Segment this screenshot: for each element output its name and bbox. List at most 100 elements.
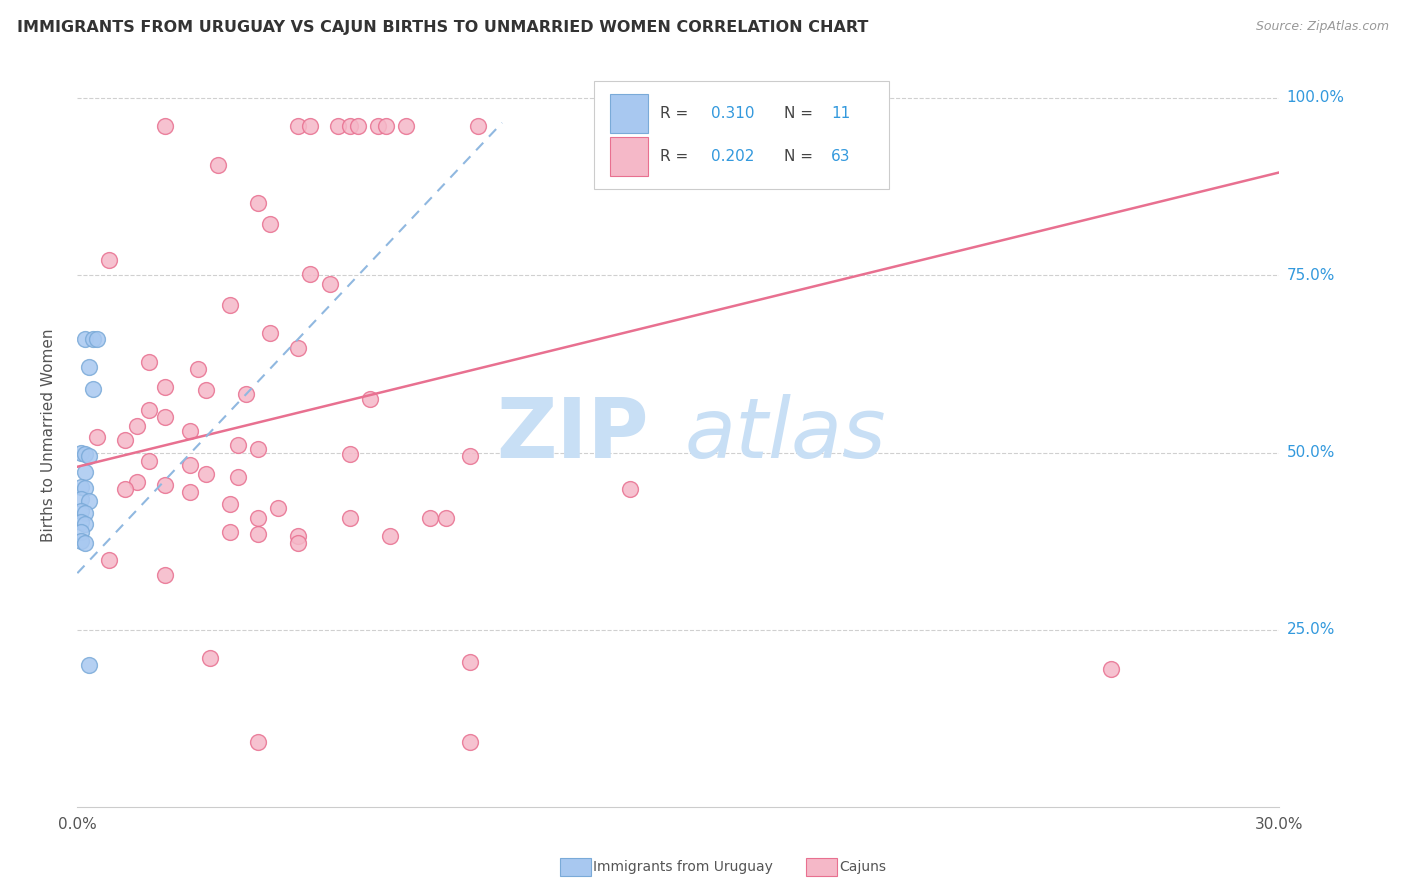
Point xyxy=(226,438,249,452)
Point xyxy=(1099,662,1122,676)
Point xyxy=(155,380,177,394)
Text: R =: R = xyxy=(661,106,689,121)
Text: 0.310: 0.310 xyxy=(711,106,755,121)
Point xyxy=(75,447,97,461)
Point xyxy=(98,252,121,267)
Point xyxy=(138,403,160,417)
Point xyxy=(207,158,229,172)
Point xyxy=(194,383,217,397)
Point xyxy=(127,418,149,433)
Point xyxy=(70,504,93,518)
Point xyxy=(155,120,177,134)
Point xyxy=(467,120,489,134)
Text: 11: 11 xyxy=(831,106,851,121)
Point xyxy=(70,534,93,549)
Point xyxy=(155,477,177,491)
Point xyxy=(246,527,269,541)
Point xyxy=(246,442,269,456)
Text: R =: R = xyxy=(661,149,689,164)
Point xyxy=(75,516,97,531)
Point xyxy=(419,511,441,525)
Point xyxy=(367,120,389,134)
Text: Cajuns: Cajuns xyxy=(839,860,886,874)
Point xyxy=(186,362,209,376)
Point xyxy=(82,332,104,346)
Point xyxy=(246,195,269,210)
Point xyxy=(287,536,309,550)
Point xyxy=(235,387,257,401)
Point xyxy=(395,120,418,134)
Text: N =: N = xyxy=(785,106,813,121)
Point xyxy=(434,511,457,525)
Point xyxy=(326,120,349,134)
Point xyxy=(347,120,370,134)
Point xyxy=(70,445,93,459)
Text: Source: ZipAtlas.com: Source: ZipAtlas.com xyxy=(1256,20,1389,33)
Text: 100.0%: 100.0% xyxy=(1286,90,1344,105)
Text: ZIP: ZIP xyxy=(496,394,648,475)
Point xyxy=(70,515,93,529)
Point xyxy=(218,298,240,312)
Point xyxy=(194,467,217,481)
Point xyxy=(458,735,481,749)
Point xyxy=(287,341,309,355)
Point xyxy=(246,735,269,749)
Point xyxy=(458,655,481,669)
Point xyxy=(79,658,101,673)
Point xyxy=(70,524,93,539)
Point xyxy=(198,651,221,665)
Point xyxy=(70,480,93,494)
FancyBboxPatch shape xyxy=(610,95,648,133)
Point xyxy=(339,447,361,461)
Point xyxy=(339,511,361,525)
FancyBboxPatch shape xyxy=(595,81,889,189)
Point xyxy=(75,481,97,495)
Point xyxy=(619,483,641,497)
Point xyxy=(79,449,101,463)
Point xyxy=(226,470,249,484)
Point xyxy=(75,332,97,346)
Point xyxy=(75,536,97,550)
Point xyxy=(86,332,108,346)
Point xyxy=(86,430,108,444)
Point xyxy=(218,524,240,539)
Text: 63: 63 xyxy=(831,149,851,164)
Point xyxy=(259,217,281,231)
Point xyxy=(259,326,281,341)
Point xyxy=(127,475,149,490)
Point xyxy=(114,433,136,447)
Point xyxy=(138,355,160,369)
Point xyxy=(98,553,121,567)
Text: 0.202: 0.202 xyxy=(711,149,754,164)
Point xyxy=(82,382,104,396)
Text: 25.0%: 25.0% xyxy=(1286,623,1334,638)
Y-axis label: Births to Unmarried Women: Births to Unmarried Women xyxy=(42,328,56,541)
Text: 75.0%: 75.0% xyxy=(1286,268,1334,283)
Point xyxy=(267,500,290,515)
Point xyxy=(458,449,481,463)
Point xyxy=(179,425,201,439)
Text: Immigrants from Uruguay: Immigrants from Uruguay xyxy=(593,860,773,874)
Point xyxy=(359,392,381,407)
Point xyxy=(287,529,309,543)
Point xyxy=(319,277,342,291)
Point xyxy=(155,410,177,425)
Point xyxy=(138,454,160,468)
Point xyxy=(179,484,201,499)
Text: IMMIGRANTS FROM URUGUAY VS CAJUN BIRTHS TO UNMARRIED WOMEN CORRELATION CHART: IMMIGRANTS FROM URUGUAY VS CAJUN BIRTHS … xyxy=(17,20,869,35)
Text: atlas: atlas xyxy=(685,394,886,475)
Point xyxy=(75,466,97,480)
Point xyxy=(287,120,309,134)
Point xyxy=(378,529,401,543)
Point xyxy=(298,267,321,281)
Point xyxy=(298,120,321,134)
Text: 50.0%: 50.0% xyxy=(1286,445,1334,460)
Point xyxy=(79,493,101,508)
Point xyxy=(70,491,93,506)
Point xyxy=(339,120,361,134)
Text: N =: N = xyxy=(785,149,813,164)
Point xyxy=(218,497,240,511)
Point xyxy=(75,506,97,520)
Point xyxy=(374,120,396,134)
Point xyxy=(79,360,101,375)
